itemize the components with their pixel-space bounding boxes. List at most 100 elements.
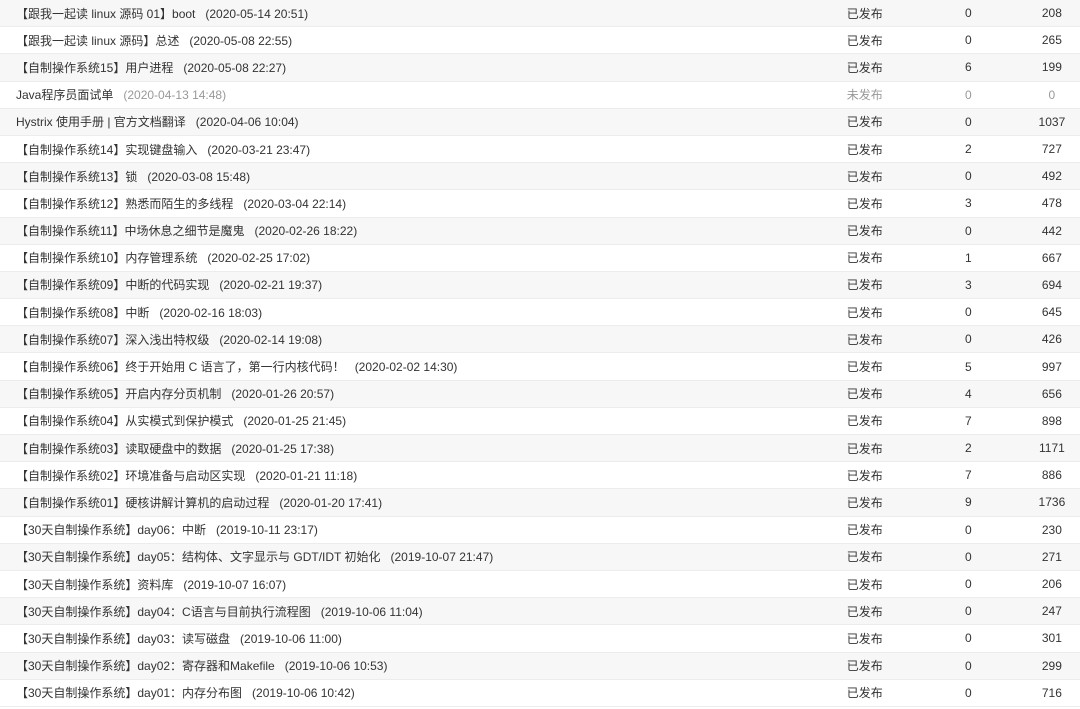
article-row: Java程序员面试单 (2020-04-13 14:48) 未发布 0 0 (0, 82, 1080, 109)
article-comment-count: 0 (964, 658, 972, 673)
article-title-link[interactable]: 【自制操作系统08】中断 (16, 305, 150, 320)
article-date: (2019-10-06 10:42) (252, 686, 355, 701)
article-row: 【自制操作系统11】中场休息之细节是魔鬼 (2020-02-26 18:22) 已发… (0, 217, 1080, 245)
article-title-link[interactable]: 【跟我一起读 linux 源码 01】boot (16, 6, 196, 21)
article-comment-count: 0 (964, 522, 972, 537)
article-view-count: 478 (1041, 196, 1062, 211)
article-row: 【30天自制操作系统】day02：寄存器和Makefile (2019-10-06… (0, 652, 1080, 680)
article-row: 【自制操作系统06】终于开始用 C 语言了，第一行内核代码！ (2020-02-0… (0, 353, 1080, 381)
article-title-link[interactable]: 【自制操作系统10】内存管理系统 (16, 251, 198, 266)
article-title-link[interactable]: 【自制操作系统09】中断的代码实现 (16, 278, 210, 293)
article-date: (2020-01-26 20:57) (231, 387, 335, 402)
article-date: (2020-02-25 17:02) (207, 251, 311, 266)
article-status: 已发布 (846, 169, 883, 184)
article-view-count: 1037 (1038, 114, 1066, 129)
article-row: Hystrix 使用手册 | 官方文档翻译 (2020-04-06 10:04) 已… (0, 108, 1080, 136)
article-view-count: 716 (1041, 685, 1062, 700)
article-view-count: 645 (1041, 305, 1062, 320)
article-comment-count: 5 (964, 359, 972, 374)
article-comment-count: 0 (964, 631, 972, 646)
article-status: 已发布 (846, 495, 883, 510)
article-title-link[interactable]: Hystrix 使用手册 | 官方文档翻译 (16, 115, 186, 130)
article-row: 【30天自制操作系统】资料库 (2019-10-07 16:07) 已发布 0 206 (0, 571, 1080, 599)
article-comment-count: 0 (964, 577, 972, 592)
article-title-cell: 【自制操作系统04】从实模式到保护模式 (2020-01-25 21:45) (0, 412, 803, 429)
article-comment-count: 2 (964, 142, 972, 157)
article-title-link[interactable]: 【自制操作系统15】用户进程 (16, 60, 174, 75)
article-comment-count: 3 (964, 277, 972, 292)
article-comment-count: 9 (964, 495, 972, 510)
article-title-link[interactable]: 【自制操作系统01】硬核讲解计算机的启动过程 (16, 495, 270, 510)
article-title-link[interactable]: 【30天自制操作系统】day02：寄存器和Makefile (16, 659, 275, 674)
article-date: (2020-02-26 18:22) (254, 224, 358, 239)
article-status: 已发布 (846, 414, 883, 429)
article-title-link[interactable]: Java程序员面试单 (16, 88, 114, 103)
article-date: (2019-10-06 10:53) (284, 659, 388, 674)
article-title-cell: 【自制操作系统03】读取硬盘中的数据 (2020-01-25 17:38) (0, 440, 803, 457)
article-row: 【自制操作系统09】中断的代码实现 (2020-02-21 19:37) 已发布 3 6… (0, 271, 1080, 300)
article-title-cell: 【30天自制操作系统】资料库 (2019-10-07 16:07) (0, 576, 803, 593)
article-title-link[interactable]: 【自制操作系统12】熟悉而陌生的多线程 (16, 196, 234, 211)
article-comment-count: 2 (964, 441, 972, 456)
article-status: 已发布 (846, 387, 883, 402)
article-row: 【自制操作系统10】内存管理系统 (2020-02-25 17:02) 已发布 1 66… (0, 245, 1080, 272)
article-view-count: 230 (1041, 522, 1062, 537)
article-row: 【30天自制操作系统】day05：结构体、文字显示与 GDT/IDT 初始化 (2… (0, 543, 1080, 571)
article-comment-count: 0 (964, 549, 972, 564)
article-title-link[interactable]: 【自制操作系统06】终于开始用 C 语言了，第一行内核代码！ (16, 360, 345, 375)
article-view-count: 271 (1041, 549, 1062, 564)
article-title-link[interactable]: 【自制操作系统07】深入浅出特权级 (16, 332, 210, 347)
article-date: (2020-02-02 14:30) (354, 360, 458, 375)
article-date: (2020-04-06 10:04) (195, 115, 299, 130)
article-row: 【自制操作系统14】实现键盘输入 (2020-03-21 23:47) 已发布 2 72… (0, 136, 1080, 164)
article-date: (2019-10-11 23:17) (216, 523, 318, 538)
article-title-cell: 【30天自制操作系统】day02：寄存器和Makefile (2019-10-06… (0, 657, 803, 674)
article-row: 【自制操作系统07】深入浅出特权级 (2020-02-14 19:08) 已发布 0 4… (0, 326, 1080, 354)
article-comment-count: 0 (964, 223, 972, 238)
article-title-cell: 【自制操作系统12】熟悉而陌生的多线程 (2020-03-04 22:14) (0, 195, 803, 212)
article-row: 【30天自制操作系统】day01：内存分布图 (2019-10-06 10:42)… (0, 680, 1080, 707)
article-title-link[interactable]: 【30天自制操作系统】day01：内存分布图 (16, 686, 243, 701)
article-row: 【自制操作系统01】硬核讲解计算机的启动过程 (2020-01-20 17:41)… (0, 489, 1080, 517)
article-status: 已发布 (846, 550, 883, 565)
article-title-link[interactable]: 【自制操作系统04】从实模式到保护模式 (16, 414, 234, 429)
article-title-link[interactable]: 【30天自制操作系统】day05：结构体、文字显示与 GDT/IDT 初始化 (16, 550, 381, 565)
article-status: 已发布 (846, 305, 883, 320)
article-title-link[interactable]: 【自制操作系统11】中场休息之细节是魔鬼 (16, 224, 245, 239)
article-title-link[interactable]: 【30天自制操作系统】day04：C语言与目前执行流程图 (16, 604, 311, 619)
article-view-count: 442 (1041, 223, 1062, 238)
article-title-link[interactable]: 【30天自制操作系统】day03：读写磁盘 (16, 631, 231, 646)
article-view-count: 199 (1041, 60, 1062, 75)
article-title-link[interactable]: 【自制操作系统02】环境准备与启动区实现 (16, 468, 246, 483)
article-title-cell: 【自制操作系统08】中断 (2020-02-16 18:03) (0, 304, 803, 321)
article-title-link[interactable]: 【自制操作系统14】实现键盘输入 (16, 142, 198, 157)
article-view-count: 208 (1041, 6, 1062, 21)
article-title-link[interactable]: 【自制操作系统13】锁 (16, 169, 138, 184)
article-status: 已发布 (846, 604, 883, 619)
article-date: (2020-04-13 14:48) (123, 88, 227, 103)
article-title-link[interactable]: 【跟我一起读 linux 源码】总述 (16, 33, 180, 48)
article-comment-count: 0 (964, 305, 972, 320)
article-date: (2019-10-06 11:00) (240, 631, 342, 646)
article-title-cell: 【30天自制操作系统】day04：C语言与目前执行流程图 (2019-10-06 … (0, 603, 803, 620)
article-row: 【自制操作系统05】开启内存分页机制 (2020-01-26 20:57) 已发布 4… (0, 380, 1080, 408)
article-view-count: 898 (1041, 413, 1062, 428)
article-status: 已发布 (846, 631, 883, 646)
article-view-count: 1736 (1038, 495, 1066, 510)
article-title-cell: 【30天自制操作系统】day06：中断 (2019-10-11 23:17) (0, 521, 803, 538)
article-row: 【自制操作系统15】用户进程 (2020-05-08 22:27) 已发布 6 199 (0, 54, 1080, 82)
article-comment-count: 0 (964, 33, 972, 48)
article-title-cell: 【自制操作系统07】深入浅出特权级 (2020-02-14 19:08) (0, 331, 803, 348)
article-title-link[interactable]: 【30天自制操作系统】day06：中断 (16, 523, 207, 538)
article-status: 未发布 (846, 88, 883, 103)
article-view-count: 997 (1041, 359, 1062, 374)
article-title-link[interactable]: 【30天自制操作系统】资料库 (16, 577, 174, 592)
article-status: 已发布 (846, 251, 883, 266)
article-comment-count: 0 (964, 6, 972, 21)
article-view-count: 727 (1041, 142, 1062, 157)
article-title-link[interactable]: 【自制操作系统03】读取硬盘中的数据 (16, 441, 222, 456)
article-title-link[interactable]: 【自制操作系统05】开启内存分页机制 (16, 387, 222, 402)
article-row: 【30天自制操作系统】day04：C语言与目前执行流程图 (2019-10-06 … (0, 598, 1080, 626)
article-status: 已发布 (846, 659, 883, 674)
